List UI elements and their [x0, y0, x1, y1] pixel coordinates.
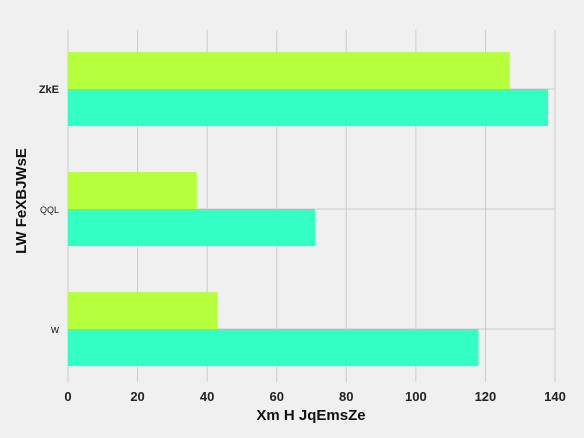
bar — [68, 52, 510, 89]
x-tick-label: 80 — [339, 389, 353, 404]
bar — [68, 329, 479, 366]
y-tick-label: QQL — [40, 205, 59, 215]
x-tick-label: 100 — [405, 389, 427, 404]
x-tick-label: 60 — [269, 389, 283, 404]
x-tick-label: 20 — [130, 389, 144, 404]
bar — [68, 292, 218, 329]
y-axis-title: LW FeXBJWsE — [13, 148, 30, 254]
x-tick-label: 140 — [544, 389, 566, 404]
bar — [68, 89, 549, 126]
x-axis-title: Xm H JqEmsZe — [256, 407, 365, 424]
y-tick-label: ZkE — [39, 84, 59, 96]
y-tick-label: w — [50, 324, 59, 336]
bar — [68, 172, 197, 209]
x-tick-label: 0 — [64, 389, 71, 404]
bars — [68, 52, 549, 366]
x-tick-labels: 0 20 40 60 80 100 120 140 — [64, 389, 565, 404]
bar — [68, 209, 315, 246]
x-tick-label: 40 — [200, 389, 214, 404]
y-tick-labels: w QQL ZkE — [39, 84, 59, 336]
x-tick-label: 120 — [475, 389, 497, 404]
